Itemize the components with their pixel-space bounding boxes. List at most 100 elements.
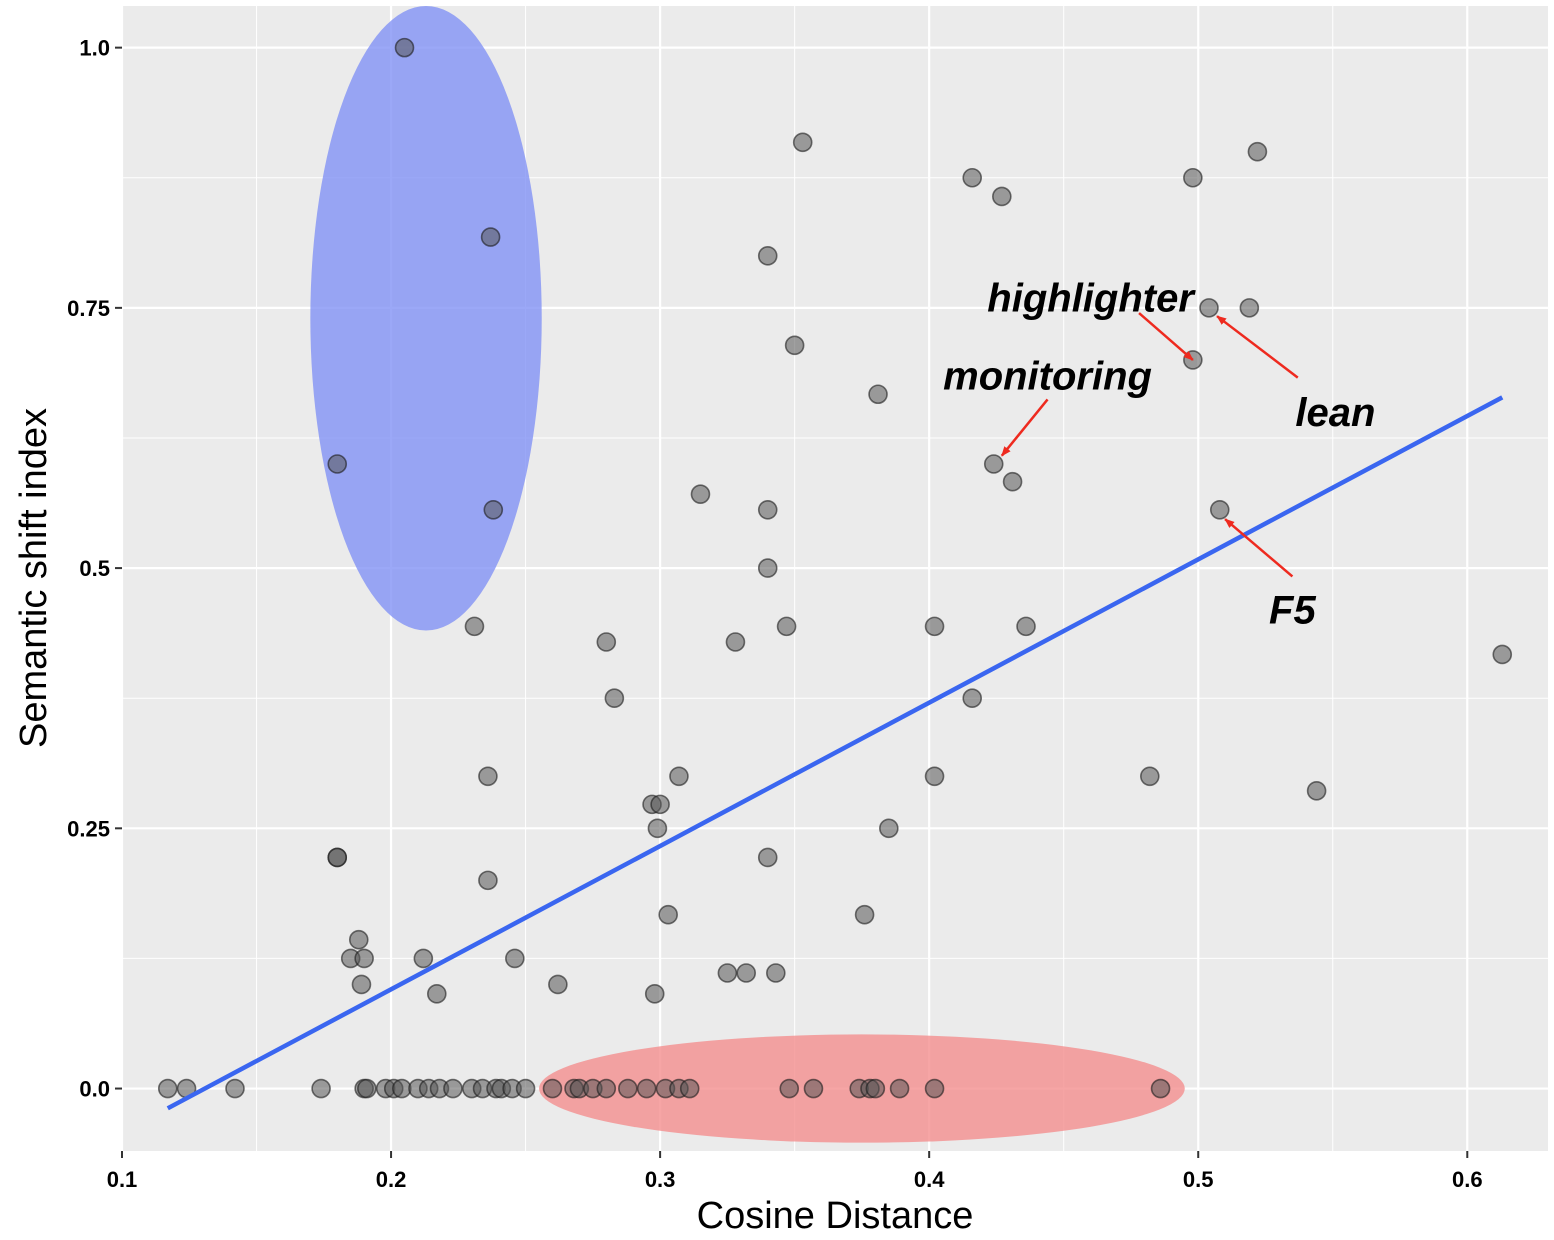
y-tick-label: 0.0 [79,1077,110,1102]
y-axis-title: Semantic shift index [13,408,55,748]
data-point [962,167,983,188]
data-point [1139,766,1160,787]
data-point [779,1078,800,1099]
annotation-label: highlighter [987,276,1196,320]
data-point [394,37,415,58]
data-point [1306,781,1327,801]
data-point [690,484,711,504]
data-point [548,974,568,995]
data-point [792,132,813,153]
data-point [784,335,805,356]
annotation-arrow [1224,518,1294,578]
data-point [443,1078,463,1099]
data-point [983,454,1004,474]
y-tick-label: 0.25 [67,816,110,841]
regression-line [166,395,1504,1111]
blue-ellipse [310,6,542,631]
data-point [1199,298,1219,318]
data-point [924,1078,945,1099]
annotation-label: lean [1295,391,1375,435]
regression-line-group [166,395,1504,1111]
data-point [505,948,525,969]
y-tick-labels: 0.0 0.25 0.5 0.75 1.0 [67,36,110,1102]
data-point [596,1078,617,1099]
annotation-arrow [1216,315,1299,379]
data-point [658,904,678,925]
data-point [478,766,498,787]
data-point [351,974,372,995]
data-point [327,454,348,474]
annotation-label: monitoring [943,355,1152,399]
data-point [413,948,434,969]
x-tick-label: 0.1 [107,1167,138,1192]
data-point [1002,471,1023,492]
data-point [515,1078,536,1099]
data-point [992,186,1012,207]
data-point [647,818,668,839]
annotation-label: F5 [1269,589,1316,633]
annotation-arrow [1138,312,1194,361]
data-point [766,963,786,983]
data-point [483,499,504,520]
data-point [311,1078,331,1099]
data-point [1183,167,1203,188]
data-point [480,227,501,247]
data-point [354,948,374,969]
data-point [757,499,778,520]
data-point [717,963,738,983]
data-point [1150,1078,1171,1099]
annotations: highlighter lean monitoring F5 [943,276,1375,632]
data-point [803,1078,824,1099]
data-point [478,870,498,891]
x-tick-label: 0.5 [1183,1167,1214,1192]
x-tick-label: 0.3 [645,1167,676,1192]
x-axis-title: Cosine Distance [697,1195,974,1237]
data-point [669,766,689,787]
data-point [650,794,670,815]
data-point [604,688,625,709]
data-point [357,1078,377,1099]
data-point [464,616,485,637]
x-tick-labels: 0.1 0.2 0.3 0.4 0.5 0.6 [107,1167,1483,1192]
axis-ticks [115,46,1469,1158]
data-point [1247,141,1268,162]
y-tick-label: 1.0 [79,36,110,61]
data-point [644,984,665,1004]
data-point [1239,298,1260,318]
data-point [854,904,875,925]
data-point [596,632,617,652]
data-point [636,1078,657,1099]
data-point [679,1078,700,1099]
data-point [327,847,348,868]
data-point [1016,616,1036,637]
data-point [924,766,945,787]
annotation-arrow [1000,398,1049,457]
y-tick-label: 0.75 [67,296,110,321]
data-point [736,963,757,983]
data-point [865,1078,886,1099]
data-point [757,558,778,578]
data-point [1492,644,1513,665]
data-point [157,1078,178,1099]
data-point [392,1078,412,1099]
data-point [879,818,899,839]
data-point [618,1078,638,1099]
data-point [725,632,746,652]
data-point [776,616,797,637]
data-point [924,616,945,637]
data-point [348,929,369,950]
data-point [1209,499,1230,520]
data-point [868,384,888,405]
x-tick-label: 0.2 [376,1167,407,1192]
data-point [225,1078,245,1099]
x-tick-label: 0.4 [914,1167,945,1192]
data-point [962,688,983,709]
x-tick-label: 0.6 [1452,1167,1483,1192]
data-point [542,1078,563,1099]
data-point [757,246,778,266]
data-point [757,847,778,868]
data-points [157,37,1513,1099]
data-point [889,1078,910,1099]
data-point [426,984,447,1004]
